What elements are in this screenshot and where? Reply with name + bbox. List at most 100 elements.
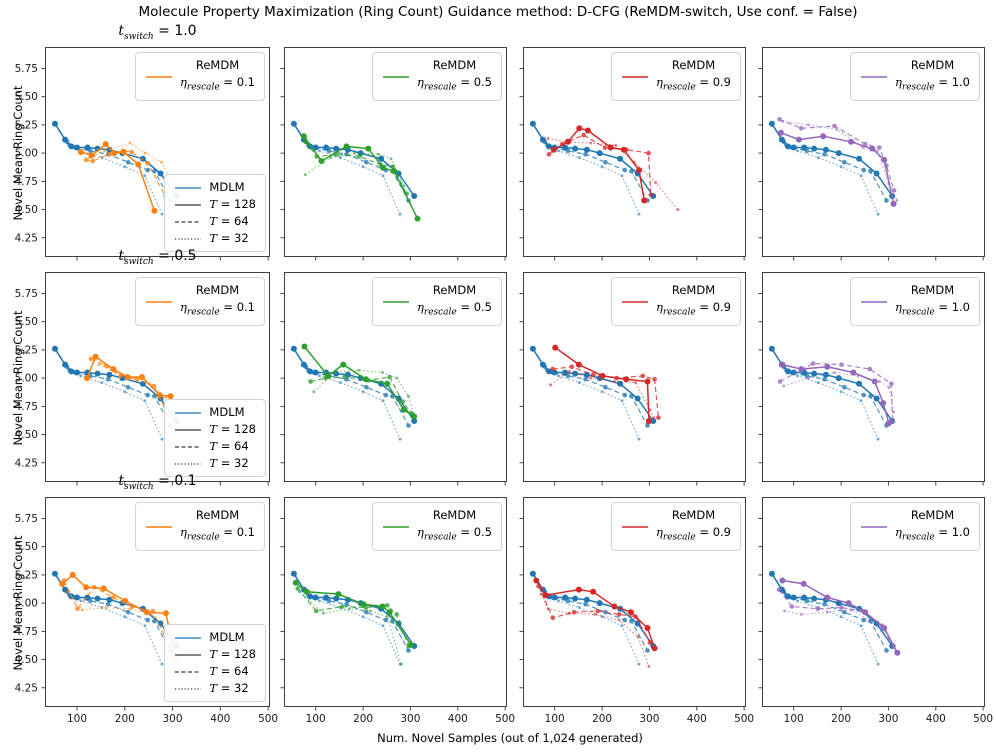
mdlm-t128-line bbox=[768, 570, 896, 649]
subplot-r3c4: 100 200 300 400 500 ReMDM ηrescale = 1.0 bbox=[758, 497, 993, 725]
legend-entry-label: MDLM bbox=[209, 180, 245, 194]
remdm-legend: ReMDM ηrescale = 0.1 bbox=[135, 502, 265, 552]
legend-sample-line bbox=[175, 653, 202, 656]
remdm-legend: ReMDM ηrescale = 1.0 bbox=[850, 52, 980, 102]
legend-entry: T = 128 bbox=[174, 421, 256, 438]
x-tick-label: 300 bbox=[162, 713, 182, 725]
remdm-label: ReMDM bbox=[671, 283, 716, 297]
subplot-r3c3: 100 200 300 400 500 ReMDM ηrescale = 0.9 bbox=[519, 497, 754, 725]
legend-entry-label: T = 64 bbox=[209, 214, 249, 228]
legend-sample-line bbox=[175, 220, 202, 223]
x-tick-label: 200 bbox=[115, 713, 135, 725]
mdlm-t32-line bbox=[531, 347, 641, 441]
legend-sample-line bbox=[861, 525, 887, 528]
x-tick-label: 500 bbox=[258, 713, 278, 725]
subplot-r2c4: ReMDM ηrescale = 1.0 bbox=[758, 272, 985, 486]
eta-rescale-label: ηrescale = 0.5 bbox=[417, 75, 492, 93]
legend-entry: MDLM bbox=[174, 629, 256, 646]
remdm-t128-line bbox=[59, 571, 179, 663]
x-tick-label: 300 bbox=[639, 713, 659, 725]
mdlm-t128-line bbox=[529, 120, 657, 199]
legend-entry-label: T = 32 bbox=[209, 231, 249, 245]
remdm-t32-line bbox=[782, 371, 896, 414]
y-tick-label: 4.50 bbox=[15, 204, 38, 216]
legend-sample-line bbox=[383, 525, 409, 528]
remdm-label: ReMDM bbox=[671, 58, 716, 72]
remdm-legend-text: ReMDM ηrescale = 0.1 bbox=[180, 507, 255, 546]
remdm-label: ReMDM bbox=[432, 283, 477, 297]
y-tick-label: 5.50 bbox=[15, 316, 38, 328]
mdlm-t128-line bbox=[290, 120, 418, 199]
x-tick-label: 400 bbox=[926, 713, 946, 725]
remdm-label: ReMDM bbox=[432, 58, 477, 72]
eta-rescale-label: ηrescale = 1.0 bbox=[895, 300, 970, 318]
remdm-label: ReMDM bbox=[432, 508, 477, 522]
remdm-t64-line bbox=[536, 583, 653, 645]
remdm-t32-line bbox=[783, 608, 898, 654]
y-tick-label: 5.00 bbox=[15, 598, 38, 610]
remdm-legend-text: ReMDM ηrescale = 0.9 bbox=[656, 282, 731, 321]
legend-entry: MDLM bbox=[174, 179, 256, 196]
legend-sample-line bbox=[383, 75, 409, 78]
eta-rescale-label: ηrescale = 0.1 bbox=[180, 300, 255, 318]
legend-entry-label: T = 64 bbox=[209, 664, 249, 678]
remdm-legend-text: ReMDM ηrescale = 0.9 bbox=[656, 507, 731, 546]
figure-title: Molecule Property Maximization (Ring Cou… bbox=[138, 4, 858, 20]
eta-rescale-label: ηrescale = 0.5 bbox=[417, 300, 492, 318]
plot-area bbox=[519, 47, 746, 261]
x-tick-label: 100 bbox=[784, 713, 804, 725]
plot-area: 4.25 4.50 4.75 5.00 5.25 5.50 5.75 bbox=[15, 47, 270, 261]
subplot-r3c1: 100 200 300 400 500 4.25 4.50 4.75 5.00 5.25 5.50 5… bbox=[15, 497, 278, 725]
plot-area: 100 200 300 400 500 bbox=[758, 497, 993, 725]
remdm-t128-line bbox=[779, 361, 892, 427]
mdlm-legend: MDLM T = 128 T = 64 T = 32 bbox=[164, 174, 266, 252]
subplot-r2c3: ReMDM ηrescale = 0.9 bbox=[519, 272, 746, 486]
remdm-legend: ReMDM ηrescale = 0.9 bbox=[611, 502, 741, 552]
y-tick-label: 5.50 bbox=[15, 91, 38, 103]
legend-sample-line bbox=[861, 75, 887, 78]
legend-sample-line bbox=[175, 687, 202, 690]
remdm-label: ReMDM bbox=[195, 508, 240, 522]
remdm-t64-line bbox=[546, 132, 654, 198]
remdm-legend-text: ReMDM ηrescale = 0.5 bbox=[417, 282, 492, 321]
mdlm-t128-line bbox=[768, 120, 896, 199]
y-tick-label: 4.75 bbox=[15, 626, 38, 638]
mdlm-t128-line bbox=[290, 345, 418, 424]
mdlm-t128-line bbox=[52, 570, 180, 649]
legend-entry-label: T = 64 bbox=[209, 439, 249, 453]
remdm-t32-line bbox=[780, 120, 899, 202]
eta-rescale-label: ηrescale = 1.0 bbox=[895, 525, 970, 543]
remdm-t128-line bbox=[533, 577, 658, 652]
legend-entry-label: T = 32 bbox=[209, 681, 249, 695]
mdlm-t32-line bbox=[53, 347, 164, 441]
legend-sample-line bbox=[175, 186, 202, 189]
y-tick-label: 5.00 bbox=[15, 148, 38, 160]
x-tick-label: 400 bbox=[210, 713, 230, 725]
plot-area: 100 200 300 400 500 bbox=[519, 497, 754, 725]
legend-entry: MDLM bbox=[174, 404, 256, 421]
mdlm-t32-line bbox=[770, 122, 880, 216]
remdm-t64-line bbox=[777, 361, 895, 424]
remdm-t32-line bbox=[303, 151, 406, 188]
remdm-legend-text: ReMDM ηrescale = 0.9 bbox=[656, 57, 731, 96]
remdm-t32-line bbox=[549, 369, 656, 420]
x-tick-label: 100 bbox=[67, 713, 87, 725]
t-switch-title: tswitch = 1.0 bbox=[118, 23, 197, 42]
remdm-label: ReMDM bbox=[195, 283, 240, 297]
x-tick-label: 100 bbox=[306, 713, 326, 725]
x-tick-label: 200 bbox=[592, 713, 612, 725]
legend-entry-label: T = 32 bbox=[209, 456, 249, 470]
remdm-legend: ReMDM ηrescale = 0.1 bbox=[135, 277, 265, 327]
remdm-legend-text: ReMDM ηrescale = 0.5 bbox=[417, 57, 492, 96]
remdm-legend: ReMDM ηrescale = 0.5 bbox=[372, 52, 502, 102]
legend-entry-label: T = 128 bbox=[209, 422, 256, 436]
legend-entry-label: MDLM bbox=[209, 405, 245, 419]
x-tick-label: 500 bbox=[734, 713, 754, 725]
x-tick-label: 200 bbox=[353, 713, 373, 725]
mdlm-t128-line bbox=[52, 120, 180, 199]
remdm-t64-line bbox=[308, 374, 414, 416]
remdm-t128-line bbox=[552, 344, 652, 424]
x-tick-label: 300 bbox=[400, 713, 420, 725]
legend-sample-line bbox=[383, 300, 409, 303]
remdm-label: ReMDM bbox=[910, 58, 955, 72]
